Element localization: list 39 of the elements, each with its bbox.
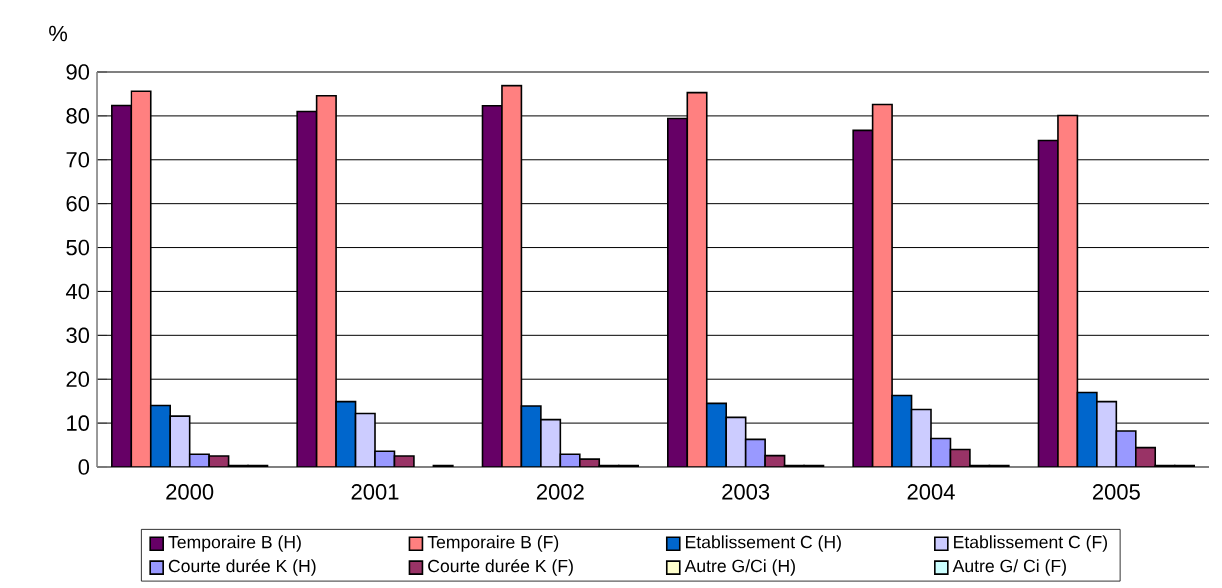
y-tick-label: 0 <box>78 459 90 475</box>
legend-label: Temporaire B (H) <box>168 535 301 552</box>
bar <box>725 416 747 467</box>
bar <box>871 103 893 467</box>
x-tick-label: 2000 <box>166 484 214 500</box>
legend-label: Etablissement C (F) <box>954 535 1108 552</box>
legend-label: Autre G/Ci (H) <box>684 559 795 576</box>
y-tick-label: 50 <box>66 239 90 256</box>
y-axis-title: % <box>49 25 68 42</box>
x-tick-label: 2004 <box>907 484 955 500</box>
y-tick-label: 10 <box>67 415 90 431</box>
x-tick-label: 2001 <box>351 484 399 500</box>
legend-label: Courte durée K (F) <box>428 559 573 576</box>
y-tick-label: 40 <box>65 283 90 300</box>
bar <box>1076 391 1098 467</box>
bar <box>130 90 152 467</box>
y-tick-label: 60 <box>66 195 90 212</box>
y-tick-label: 80 <box>66 108 90 124</box>
bar <box>686 91 708 467</box>
bar <box>501 84 523 467</box>
legend-label: Temporaire B (F) <box>427 535 559 552</box>
bar <box>540 418 562 467</box>
bar <box>891 394 913 467</box>
bar <box>335 400 357 467</box>
bar <box>315 94 337 467</box>
y-tick-label: 70 <box>66 152 90 168</box>
x-tick-label: 2005 <box>1092 484 1140 500</box>
y-tick-label: 20 <box>66 371 90 387</box>
bar <box>354 412 376 467</box>
bar <box>910 408 932 467</box>
legend-label: Courte durée K (H) <box>168 559 316 576</box>
bar <box>1057 114 1079 467</box>
legend-label: Etablissement C (H) <box>686 535 841 552</box>
legend-label: Autre G/ Ci (F) <box>952 559 1066 576</box>
y-tick-label: 30 <box>66 327 90 344</box>
bar <box>1096 400 1118 467</box>
y-tick-label: 90 <box>66 64 90 80</box>
x-tick-label: 2002 <box>536 484 584 500</box>
x-tick-label: 2003 <box>722 484 770 500</box>
